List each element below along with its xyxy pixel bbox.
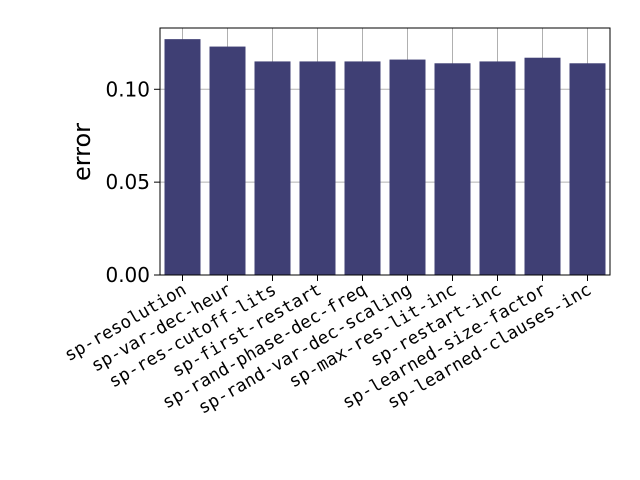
y-tick-label: 0.05 (105, 170, 150, 194)
y-tick-label: 0.00 (105, 263, 150, 287)
y-axis-label: error (68, 123, 96, 181)
bar-sp-max-res-lit-inc (434, 63, 471, 276)
bar-sp-res-cutoff-lits (254, 61, 291, 275)
bars (164, 39, 606, 276)
plot-frame (159, 27, 611, 276)
bar-sp-learned-size-factor (524, 57, 561, 275)
bar-sp-first-restart (299, 61, 336, 275)
bar-sp-learned-clauses-inc (569, 63, 606, 276)
bar-sp-rand-var-dec-scaling (389, 59, 426, 276)
y-axis-ticks: 0.00 0.05 0.10 (105, 77, 160, 287)
bar-sp-restart-inc (479, 61, 516, 275)
bar-sp-var-dec-heur (209, 46, 246, 276)
y-tick-label: 0.10 (105, 77, 150, 101)
bar-sp-resolution (164, 39, 201, 276)
x-axis-ticks: sp-resolutionsp-var-dec-heursp-res-cutof… (61, 275, 595, 418)
bar-sp-rand-phase-dec-freq (344, 61, 381, 275)
